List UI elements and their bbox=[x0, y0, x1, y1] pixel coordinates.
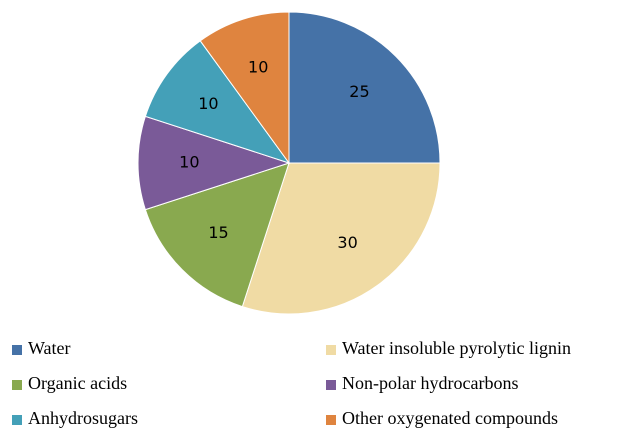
legend-label: Anhydrosugars bbox=[28, 408, 138, 428]
pie-slice bbox=[288, 11, 441, 164]
legend-label: Non-polar hydrocarbons bbox=[342, 373, 518, 393]
data-label: 10 bbox=[198, 94, 218, 113]
pie-slice bbox=[137, 115, 291, 211]
legend-swatch bbox=[12, 345, 22, 355]
legend-swatch bbox=[326, 415, 336, 425]
pie-slice bbox=[241, 162, 441, 315]
legend-label: Water insoluble pyrolytic lignin bbox=[342, 338, 571, 358]
legend-label: Organic acids bbox=[28, 373, 127, 393]
legend-swatch bbox=[326, 380, 336, 390]
legend-swatch bbox=[12, 380, 22, 390]
legend-label: Water bbox=[28, 338, 71, 358]
legend-swatch bbox=[326, 345, 336, 355]
pie-slice bbox=[144, 40, 291, 164]
pie-slice bbox=[199, 11, 290, 165]
data-label: 10 bbox=[248, 58, 268, 77]
data-label: 10 bbox=[179, 153, 199, 172]
pie-slice bbox=[144, 162, 290, 308]
data-label: 25 bbox=[349, 82, 369, 101]
data-label: 30 bbox=[337, 233, 357, 252]
data-label: 15 bbox=[208, 223, 228, 242]
legend-swatch bbox=[12, 415, 22, 425]
legend-label: Other oxygenated compounds bbox=[342, 408, 558, 428]
